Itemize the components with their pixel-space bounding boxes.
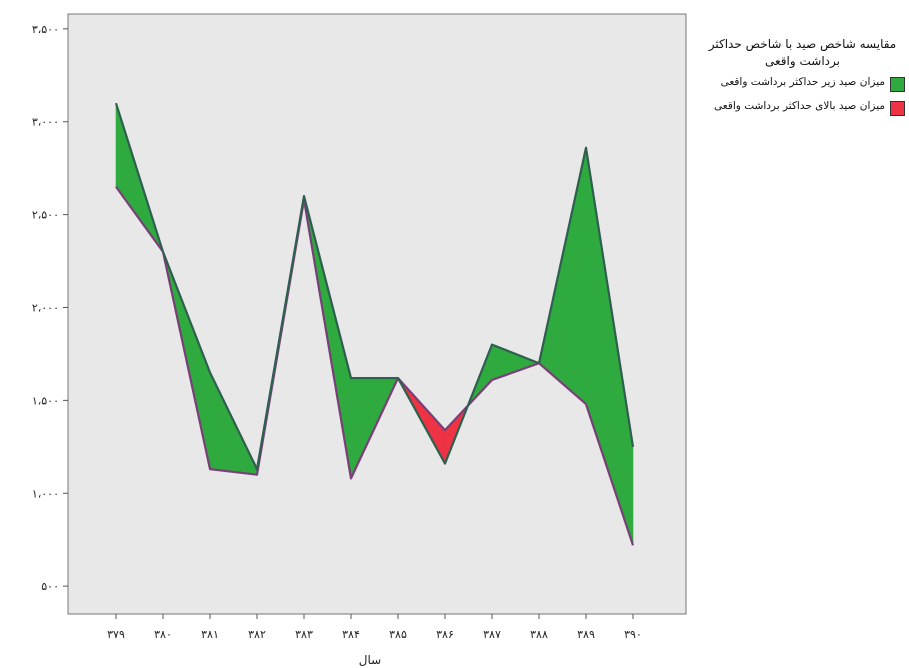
- x-tick-label: ۳۹۰: [624, 628, 642, 641]
- series-line-catch: [114, 102, 635, 471]
- y-tick-label: ۵۰۰: [41, 580, 59, 593]
- y-tick-label: ۲،۰۰۰: [32, 301, 59, 314]
- x-tick-label: ۳۸۵: [389, 628, 407, 641]
- x-tick-label: ۳۸۳: [295, 628, 313, 641]
- legend-swatch-red: [890, 101, 905, 116]
- x-tick-label: ۳۸۲: [248, 628, 266, 641]
- legend-item-below: میزان صید زیر حداکثر برداشت واقعی: [700, 76, 905, 92]
- y-axis: ۵۰۰ ۱،۰۰۰ ۱،۵۰۰ ۲،۰۰۰ ۲،۵۰۰ ۳،۰۰۰ ۳،۵۰۰: [32, 23, 68, 593]
- y-tick-label: ۳،۵۰۰: [32, 23, 59, 36]
- x-tick-label: ۳۸۸: [530, 628, 548, 641]
- x-axis-title: سال: [359, 653, 381, 667]
- x-tick-label: ۳۸۴: [342, 628, 360, 641]
- series-line-max-harvest: [115, 186, 635, 546]
- legend-title: مقایسه شاخص صید با شاخص حداکثر برداشت وا…: [708, 37, 897, 68]
- legend-label-above: میزان صید بالای حداکثر برداشت واقعی: [714, 100, 885, 112]
- x-axis: ۳۷۹ ۳۸۰ ۳۸۱ ۳۸۲ ۳۸۳ ۳۸۴ ۳۸۵ ۳۸۶ ۳۸۷ ۳۸۸ ۳۸۹ ۳۹۰: [107, 614, 642, 641]
- x-tick-label: ۳۸۰: [154, 628, 172, 641]
- x-tick-label: ۳۷۹: [107, 628, 125, 641]
- legend-swatch-green: [890, 77, 905, 92]
- x-tick-label: ۳۸۹: [577, 628, 595, 641]
- y-tick-label: ۳،۰۰۰: [32, 116, 59, 129]
- x-tick-label: ۳۸۶: [436, 628, 454, 641]
- legend: مقایسه شاخص صید با شاخص حداکثر برداشت وا…: [700, 36, 905, 124]
- y-tick-label: ۲،۵۰۰: [32, 209, 59, 222]
- x-tick-label: ۳۸۷: [483, 628, 501, 641]
- x-tick-label: ۳۸۱: [201, 628, 219, 641]
- series-lines: [114, 102, 635, 546]
- legend-item-above: میزان صید بالای حداکثر برداشت واقعی: [700, 100, 905, 116]
- legend-label-below: میزان صید زیر حداکثر برداشت واقعی: [720, 76, 885, 88]
- y-tick-label: ۱،۰۰۰: [32, 487, 59, 500]
- y-tick-label: ۱،۵۰۰: [32, 394, 59, 407]
